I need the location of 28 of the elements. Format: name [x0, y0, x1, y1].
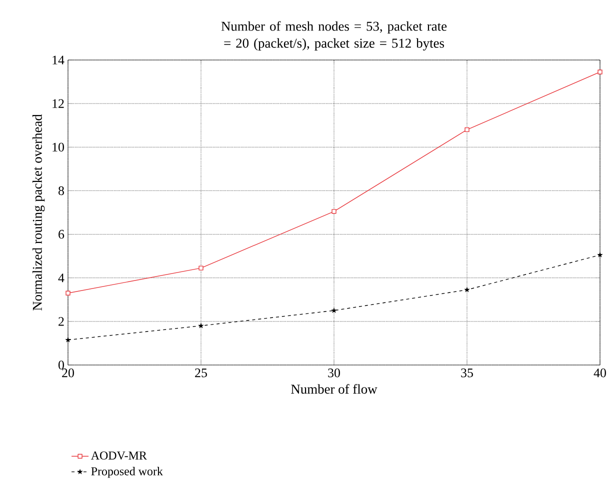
- point: [332, 209, 336, 214]
- point: [464, 127, 470, 132]
- y-tick-label: 14: [52, 56, 64, 64]
- point: [198, 266, 204, 270]
- point: [65, 336, 71, 342]
- y-tick-label: 2: [58, 317, 64, 326]
- x-tick-label: 20: [62, 368, 74, 378]
- y-tick-label: 8: [58, 186, 64, 196]
- y-tick-label: 4: [58, 274, 64, 282]
- legend-label: Proposed work: [91, 466, 163, 478]
- legend-label: AODV-MR: [90, 452, 147, 460]
- y-tick-label: 10: [52, 142, 64, 152]
- point: [598, 70, 602, 74]
- y-tick-label: 12: [52, 99, 64, 108]
- x-axis-title: Number of flow: [291, 384, 378, 394]
- x-tick-label: 35: [461, 368, 473, 378]
- point: [331, 308, 337, 313]
- x-tick-label: 40: [594, 368, 606, 378]
- y-tick-label: 0: [58, 360, 64, 370]
- point: [597, 252, 603, 258]
- point: [464, 286, 470, 292]
- point: [66, 290, 70, 296]
- x-tick-label: 25: [195, 368, 207, 378]
- y-tick-label: 6: [58, 230, 64, 239]
- chart-title: Number of mesh nodes = 53, packet rate = 20 (packet/s), packet size = 512 bytes: [221, 21, 447, 51]
- y-axis-title: Normalized routing packet overhead: [32, 114, 45, 311]
- x-tick-label: 30: [328, 368, 340, 378]
- point: [198, 322, 204, 328]
